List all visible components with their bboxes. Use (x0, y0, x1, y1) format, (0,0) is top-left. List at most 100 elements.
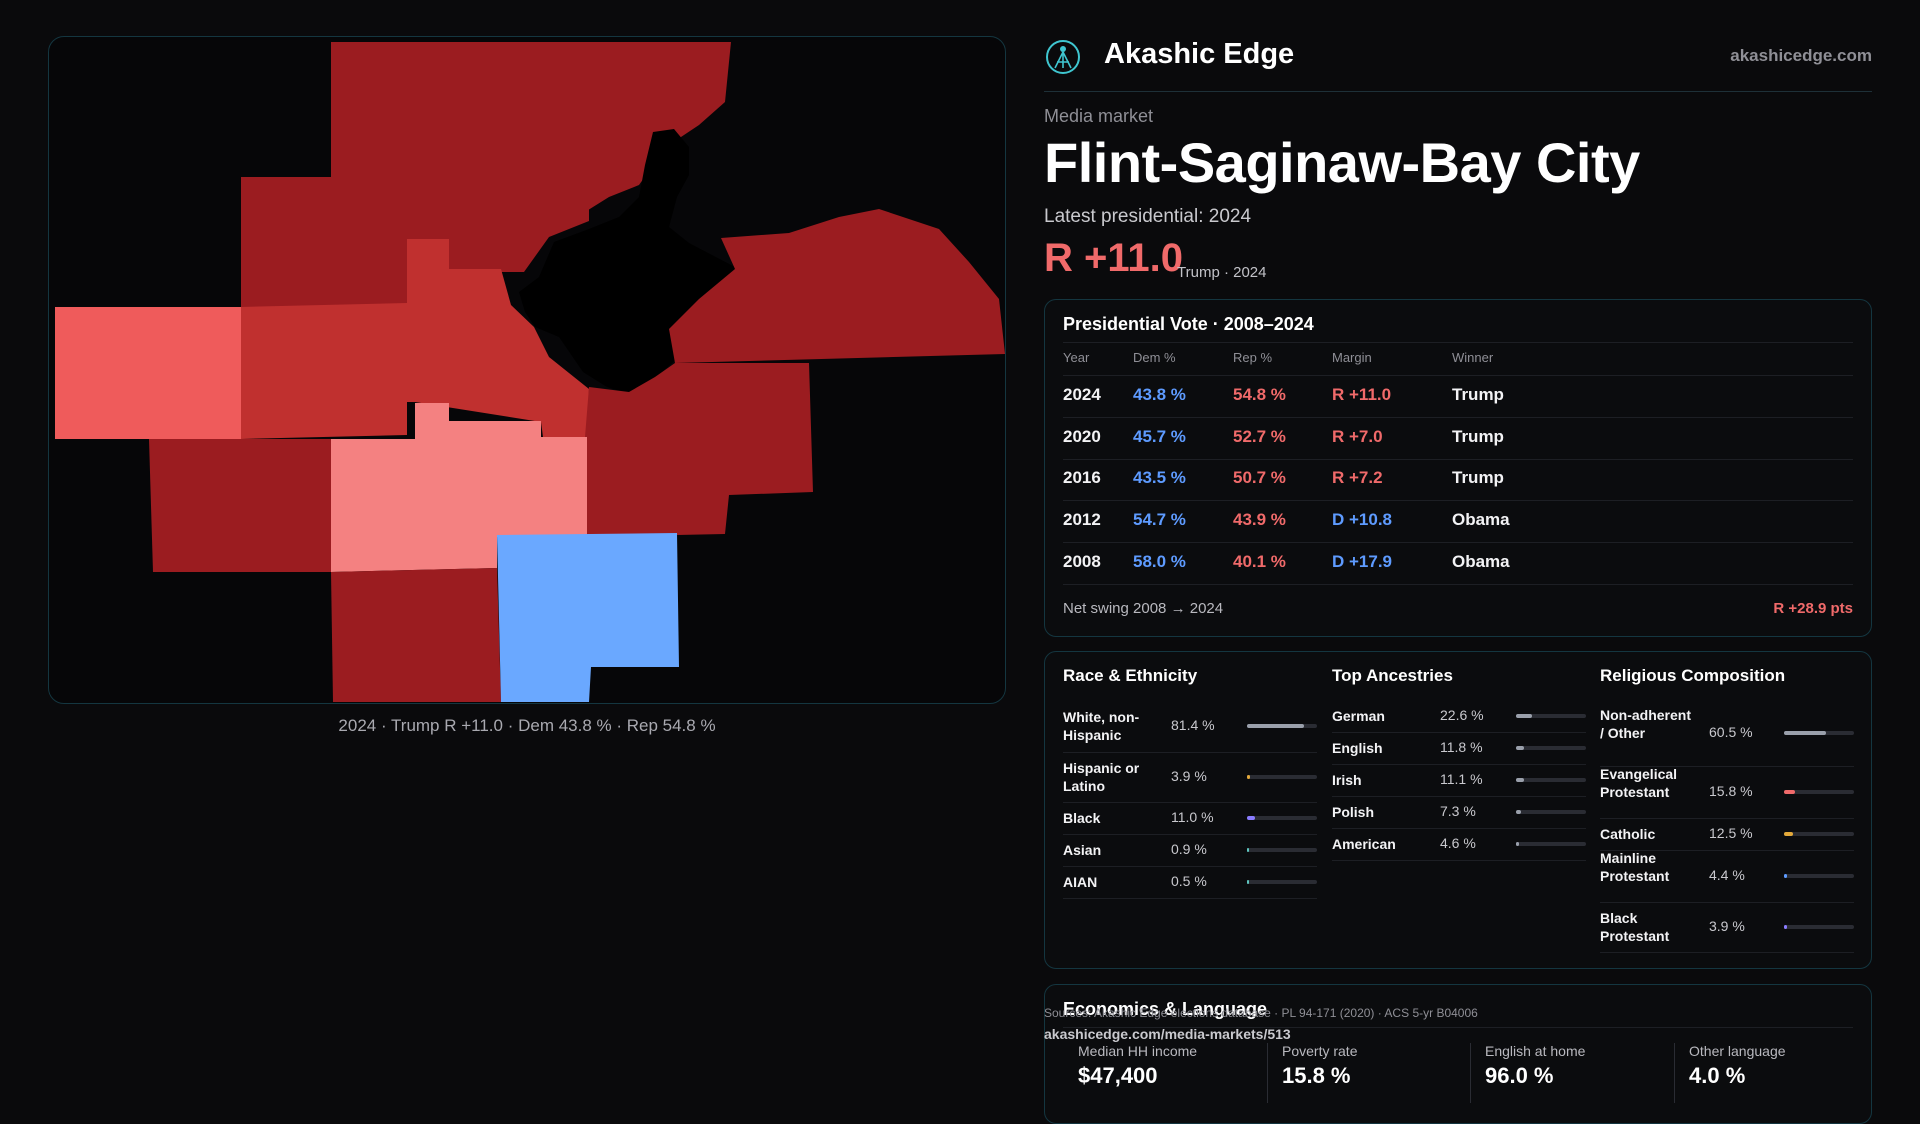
table-cell-winner: Obama (1452, 552, 1510, 571)
percentage-bar (1784, 832, 1854, 836)
demographic-label: English (1332, 740, 1383, 756)
demographic-row: AIAN 0.5 % (1063, 866, 1317, 899)
percentage-bar-fill (1784, 925, 1787, 929)
column-header-winner: Winner (1452, 350, 1494, 365)
other-language-value: 4.0 % (1689, 1063, 1746, 1088)
percentage-bar-fill (1247, 816, 1255, 820)
county-polygon[interactable] (241, 177, 409, 307)
county-polygon[interactable] (331, 568, 501, 702)
county-map[interactable] (48, 36, 1006, 704)
demographic-row: Black Protestant 3.9 % (1600, 902, 1854, 953)
demographics-card: Race & Ethnicity White, non-Hispanic 81.4… (1044, 651, 1872, 969)
county-polygon[interactable] (409, 175, 589, 272)
percentage-bar (1516, 810, 1586, 814)
county-polygon[interactable] (407, 239, 589, 437)
latest-presidential-label: Latest presidential: 2024 (1044, 206, 1252, 227)
percentage-bar (1247, 775, 1317, 779)
table-cell-winner: Trump (1452, 385, 1504, 404)
demographic-value: 0.9 % (1171, 841, 1207, 857)
demographic-row: Polish 7.3 % (1332, 796, 1586, 829)
poverty-rate-label: Poverty rate (1282, 1043, 1358, 1059)
county-polygon[interactable] (55, 307, 241, 439)
saginaw-bay-water (519, 129, 769, 394)
county-polygon[interactable] (331, 403, 587, 572)
demographic-value: 4.6 % (1440, 835, 1476, 851)
column-header-margin: Margin (1332, 350, 1372, 365)
county-polygon[interactable] (149, 439, 331, 572)
table-cell-year: 2012 (1063, 510, 1101, 529)
table-cell-winner: Trump (1452, 468, 1504, 487)
source-url-link[interactable]: akashicedge.com/media-markets/513 (1044, 1026, 1291, 1042)
percentage-bar-fill (1784, 832, 1793, 836)
english-at-home-label: English at home (1485, 1043, 1586, 1059)
race-ethnicity-title: Race & Ethnicity (1063, 666, 1198, 685)
brand-url-link[interactable]: akashicedge.com (1730, 46, 1872, 65)
demographic-value: 12.5 % (1709, 825, 1753, 841)
table-cell-margin: D +10.8 (1332, 510, 1393, 529)
table-cell-margin: R +7.2 (1332, 468, 1383, 487)
net-swing-label: Net swing 2008 → 2024 (1063, 600, 1224, 617)
percentage-bar (1784, 925, 1854, 929)
percentage-bar-fill (1247, 775, 1250, 779)
demographic-label: Catholic (1600, 826, 1656, 842)
column-header-dem: Dem % (1133, 350, 1176, 365)
brand-name[interactable]: Akashic Edge (1104, 38, 1295, 70)
county-polygon[interactable] (497, 533, 679, 702)
demographic-value: 22.6 % (1440, 707, 1484, 723)
map-caption: 2024 · Trump R +11.0 · Dem 43.8 % · Rep … (338, 716, 716, 735)
table-cell-dem: 58.0 % (1133, 552, 1186, 571)
demographic-label: AIAN (1063, 874, 1098, 890)
percentage-bar-fill (1516, 778, 1524, 782)
divider (1063, 375, 1853, 376)
demographic-value: 60.5 % (1709, 724, 1753, 740)
demographic-value: 81.4 % (1171, 717, 1215, 733)
percentage-bar-fill (1516, 746, 1525, 750)
percentage-bar-fill (1784, 874, 1788, 878)
demographic-label: Hispanic or Latino (1063, 760, 1140, 794)
percentage-bar (1247, 880, 1317, 884)
county-polygon[interactable] (585, 363, 813, 537)
demographic-row: Black 11.0 % (1063, 802, 1317, 835)
divider (1063, 584, 1853, 585)
demographic-label: American (1332, 836, 1396, 852)
divider (1063, 500, 1853, 501)
demographic-row: Non-adherent / Other 60.5 % (1600, 700, 1854, 767)
demographic-value: 4.4 % (1709, 867, 1745, 883)
table-cell-rep: 43.9 % (1233, 510, 1286, 529)
divider (1470, 1043, 1471, 1103)
sources-note: Sources: Akashic Edge elections database… (1044, 1006, 1478, 1020)
county-polygon[interactable] (241, 303, 407, 439)
table-cell-year: 2020 (1063, 427, 1101, 446)
table-cell-year: 2024 (1063, 385, 1101, 404)
demographic-value: 11.1 % (1440, 771, 1483, 787)
demographic-label: Polish (1332, 804, 1375, 820)
demographic-row: American 4.6 % (1332, 828, 1586, 861)
demographic-row: Asian 0.9 % (1063, 834, 1317, 867)
demographic-label: German (1332, 708, 1385, 724)
table-cell-winner: Obama (1452, 510, 1510, 529)
religious-composition-title: Religious Composition (1600, 666, 1786, 685)
demographic-row: English 11.8 % (1332, 732, 1586, 765)
demographic-label: Irish (1332, 772, 1362, 788)
table-cell-year: 2008 (1063, 552, 1101, 571)
market-kicker: Media market (1044, 106, 1154, 126)
table-cell-rep: 54.8 % (1233, 385, 1286, 404)
demographic-row: Irish 11.1 % (1332, 764, 1586, 797)
demographic-value: 11.0 % (1171, 809, 1214, 825)
percentage-bar (1784, 790, 1854, 794)
demographic-label: Asian (1063, 842, 1102, 858)
percentage-bar-fill (1516, 810, 1522, 814)
table-cell-year: 2016 (1063, 468, 1101, 487)
divider (1063, 459, 1853, 460)
table-cell-rep: 50.7 % (1233, 468, 1286, 487)
county-polygon[interactable] (669, 209, 1005, 363)
brand-header: Akashic Edge akashicedge.com (1044, 34, 1872, 92)
card-title: Economics & Language (1063, 999, 1268, 1019)
akashic-edge-logo-icon[interactable] (1044, 38, 1082, 76)
headline-winner: Trump · 2024 (1177, 264, 1267, 281)
card-title: Presidential Vote · 2008–2024 (1063, 314, 1314, 334)
poverty-rate-value: 15.8 % (1282, 1063, 1351, 1088)
table-cell-dem: 54.7 % (1133, 510, 1186, 529)
net-swing-value: R +28.9 pts (1773, 600, 1853, 617)
percentage-bar (1784, 731, 1854, 735)
